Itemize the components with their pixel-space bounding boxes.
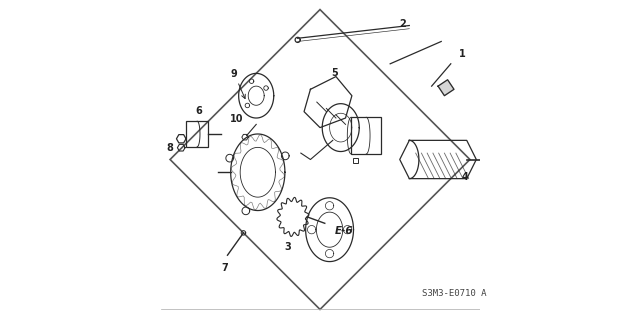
Text: 1: 1 xyxy=(459,49,465,59)
Text: S3M3-E0710 A: S3M3-E0710 A xyxy=(422,289,486,298)
Text: E-6: E-6 xyxy=(334,226,353,236)
Text: 9: 9 xyxy=(230,69,245,99)
Bar xyxy=(353,158,358,163)
Bar xyxy=(186,121,209,147)
Text: 5: 5 xyxy=(331,68,338,78)
Text: 7: 7 xyxy=(221,263,228,273)
Polygon shape xyxy=(438,80,454,96)
Bar xyxy=(351,117,381,154)
Text: 4: 4 xyxy=(462,172,468,182)
Text: 10: 10 xyxy=(230,115,243,124)
Text: 3: 3 xyxy=(285,242,291,252)
Text: 6: 6 xyxy=(195,107,202,116)
Text: 8: 8 xyxy=(166,143,173,153)
Text: 2: 2 xyxy=(400,19,406,29)
